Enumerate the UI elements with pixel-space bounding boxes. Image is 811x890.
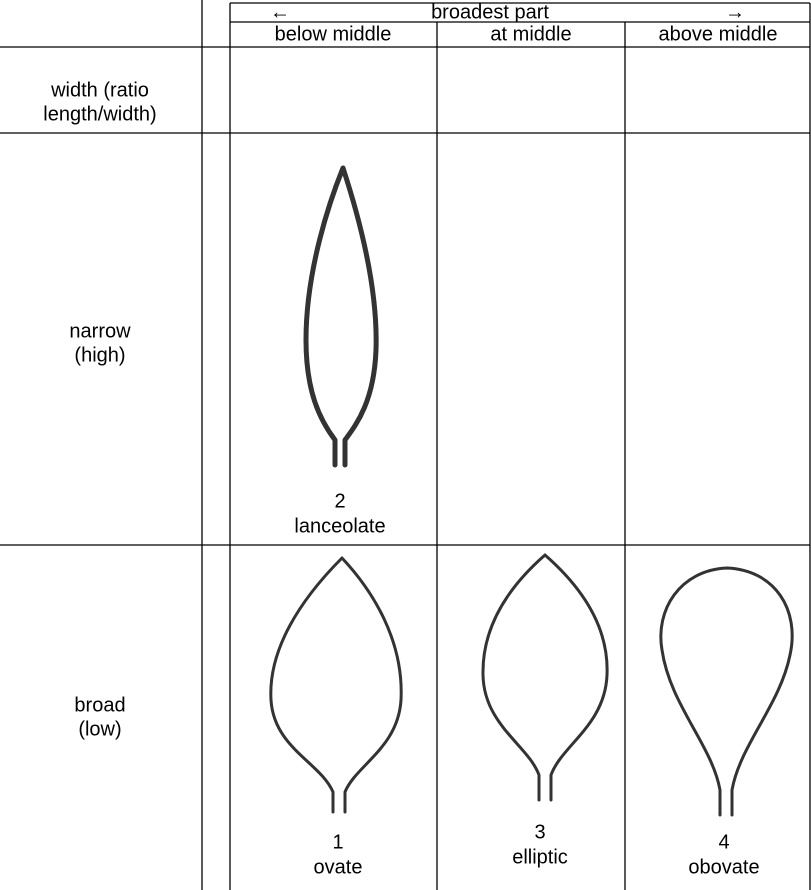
arrow-left: ← (270, 1, 290, 23)
leaf-name: lanceolate (294, 515, 385, 537)
leaf-name: elliptic (512, 846, 568, 868)
row-label: (low) (78, 718, 121, 740)
leaf-number: 3 (534, 821, 545, 843)
leaf-number: 4 (718, 831, 729, 853)
leaf-number: 1 (332, 831, 343, 853)
column-header: at middle (490, 23, 571, 45)
leaf-obovate (659, 566, 794, 817)
leaf-number: 2 (334, 490, 345, 512)
arrow-right: → (725, 1, 745, 23)
row-label: width (ratio (50, 79, 149, 101)
row-label: length/width) (43, 103, 156, 125)
leaf-name: ovate (314, 856, 363, 878)
column-header: above middle (659, 23, 778, 45)
leaf-name: obovate (688, 856, 759, 878)
column-header: below middle (275, 23, 392, 45)
row-label: broad (74, 694, 125, 716)
leaf-ovate (269, 556, 403, 814)
leaf-elliptic (481, 553, 609, 802)
header-title: broadest part (431, 1, 549, 23)
leaf-lanceolate (303, 165, 379, 468)
row-label: narrow (69, 320, 131, 342)
row-label: (high) (74, 344, 125, 366)
